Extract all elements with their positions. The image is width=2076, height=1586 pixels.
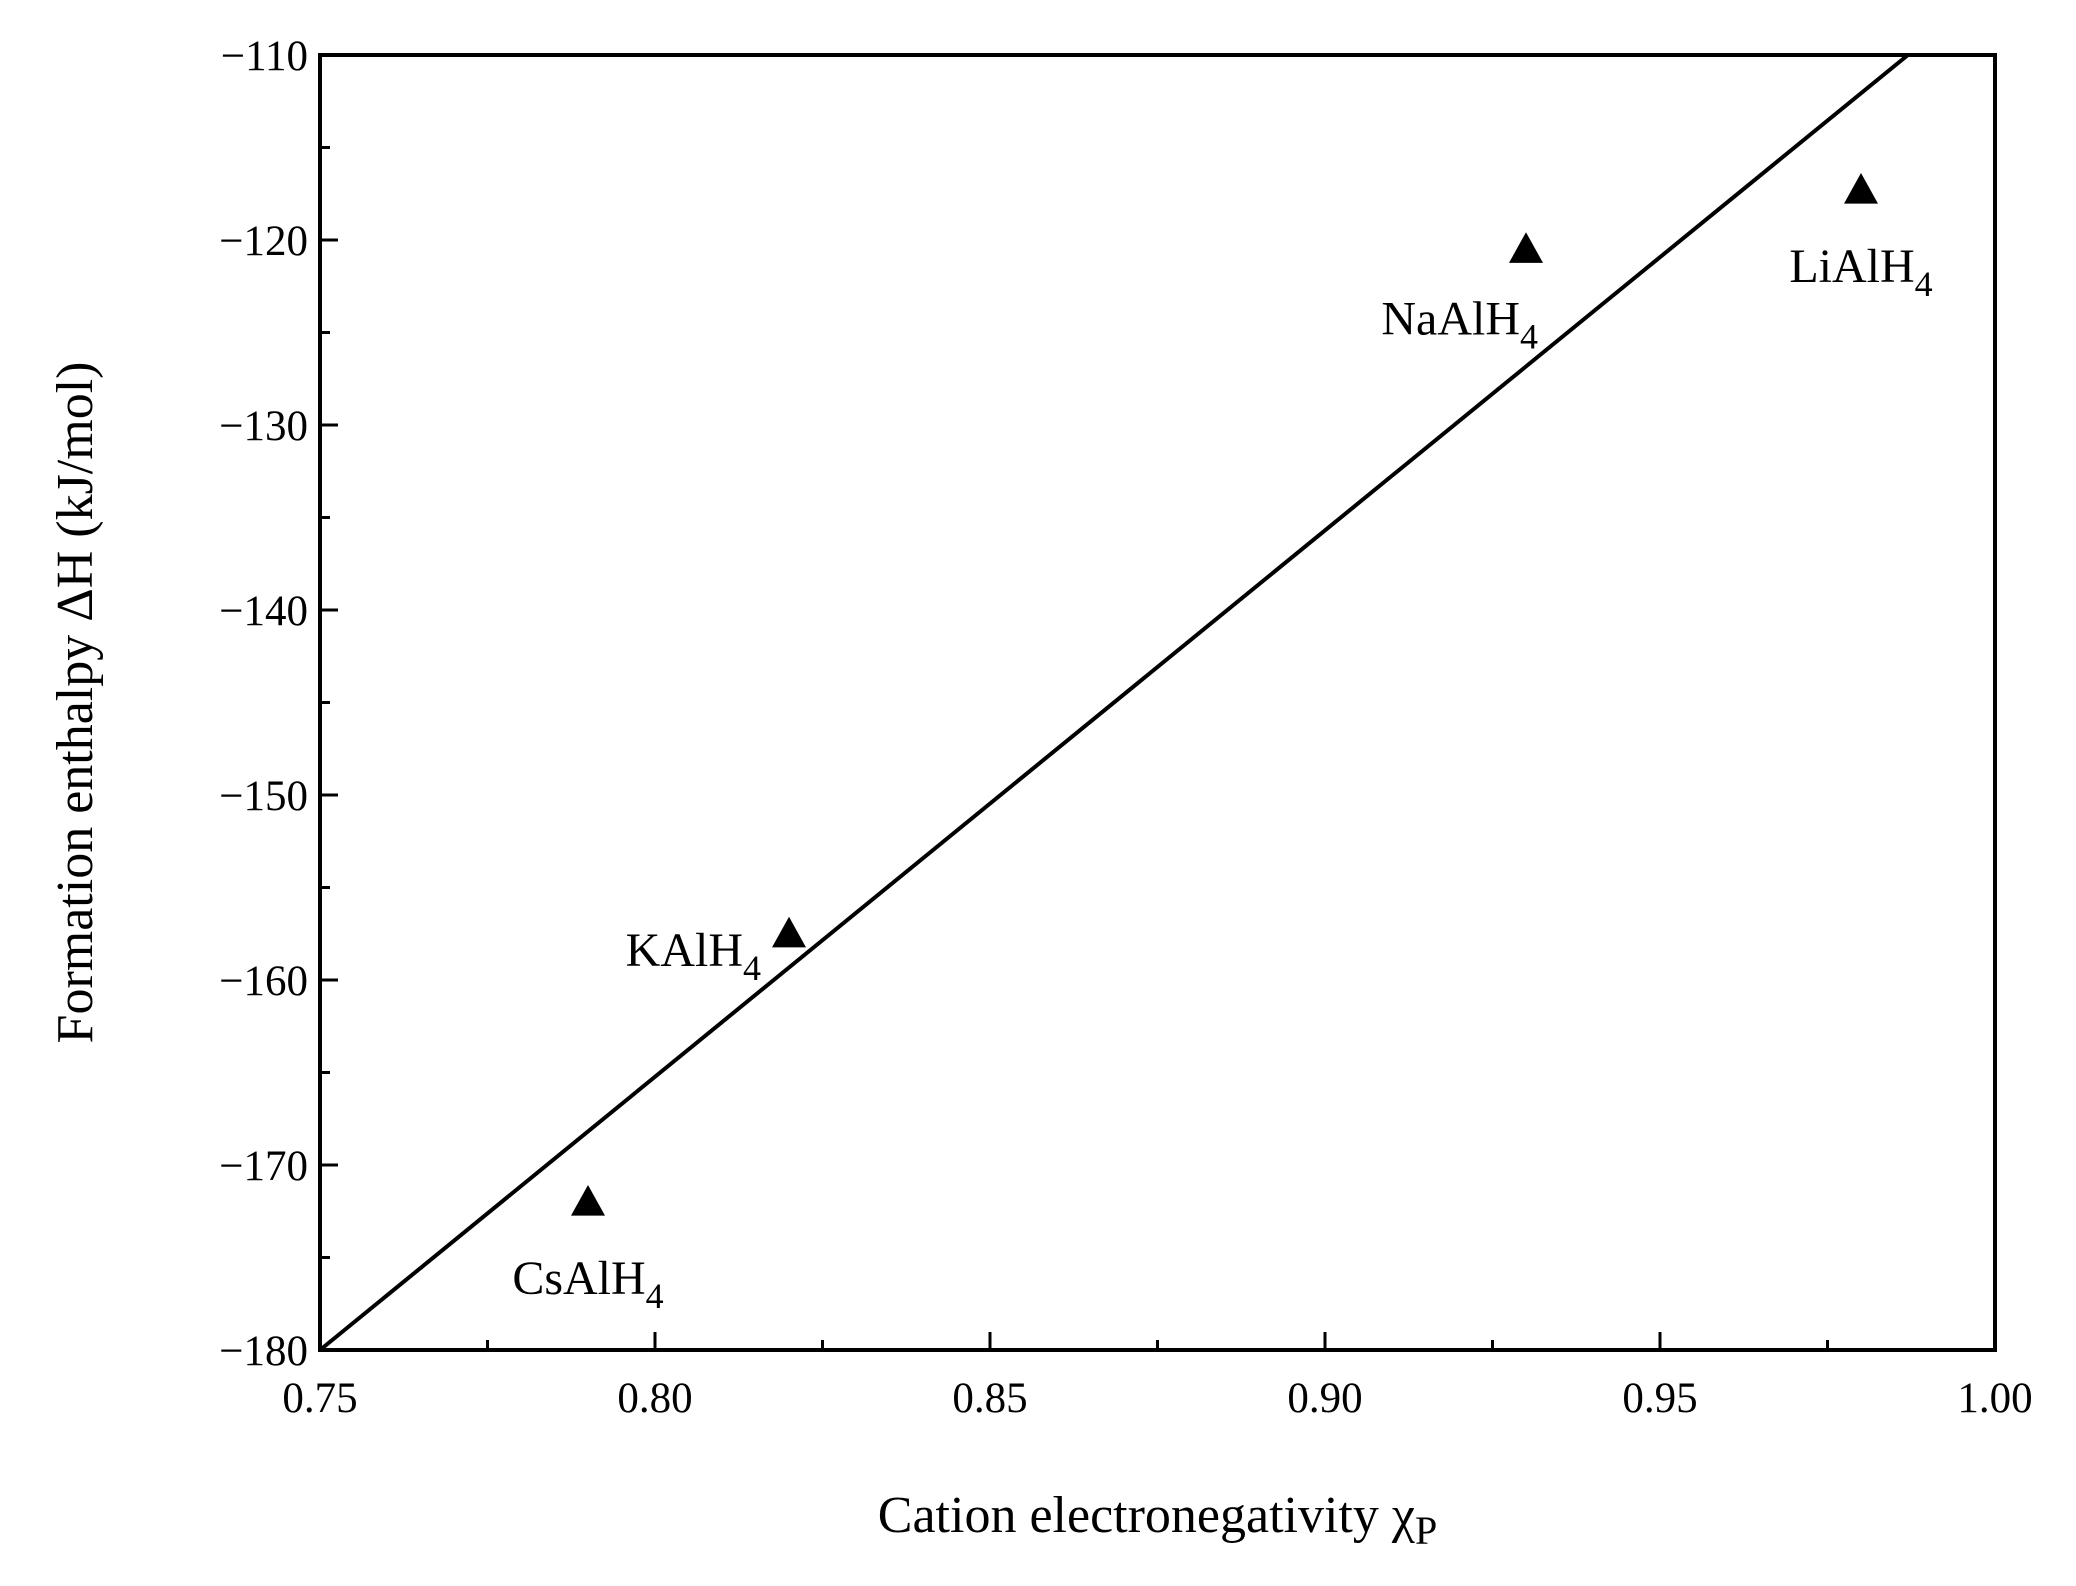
point-label: LiAlH4 xyxy=(1789,240,1932,304)
y-axis-label: Formation enthalpy ΔH (kJ/mol) xyxy=(47,362,104,1044)
y-tick-label: −120 xyxy=(219,218,308,265)
point-label-formula: LiAlH xyxy=(1789,240,1914,293)
y-tick-label: −110 xyxy=(221,33,308,80)
triangle-marker xyxy=(772,916,806,948)
y-tick-label: −160 xyxy=(219,958,308,1005)
fit-line-group xyxy=(318,53,1910,1352)
x-axis-label-main: Cation electronegativity χ xyxy=(878,1487,1415,1544)
y-tick-label: −170 xyxy=(219,1143,308,1190)
point-label-subscript: 4 xyxy=(1915,264,1933,304)
point-label: KAlH4 xyxy=(626,924,761,988)
data-points xyxy=(571,173,1878,1216)
point-label: CsAlH4 xyxy=(512,1252,663,1316)
triangle-marker xyxy=(1844,173,1878,204)
point-label: NaAlH4 xyxy=(1381,292,1538,356)
point-label-formula: KAlH xyxy=(626,924,743,977)
x-tick-label: 0.90 xyxy=(1287,1375,1362,1422)
x-tick-label: 0.75 xyxy=(282,1375,357,1422)
axis-tick-labels: 0.75 0.80 0.85 0.90 0.95 1.00 −180 −170 −160 −150… xyxy=(219,33,2032,1422)
y-tick-label: −130 xyxy=(219,403,308,450)
point-label-subscript: 4 xyxy=(743,948,761,988)
point-label-formula: CsAlH xyxy=(512,1252,645,1305)
x-axis-label: Cation electronegativity χP xyxy=(878,1487,1437,1553)
x-tick-label: 1.00 xyxy=(1957,1375,2032,1422)
point-label-subscript: 4 xyxy=(646,1276,664,1316)
x-axis-label-subscript: P xyxy=(1415,1508,1437,1553)
triangle-marker xyxy=(1509,232,1543,263)
triangle-marker xyxy=(571,1185,605,1216)
x-tick-label: 0.80 xyxy=(617,1375,692,1422)
y-tick-label: −150 xyxy=(219,773,308,820)
y-tick-label: −180 xyxy=(219,1328,308,1375)
fit-line xyxy=(318,53,1910,1352)
y-tick-label: −140 xyxy=(219,588,308,635)
x-tick-label: 0.95 xyxy=(1622,1375,1697,1422)
point-label-subscript: 4 xyxy=(1520,316,1538,356)
x-tick-label: 0.85 xyxy=(952,1375,1027,1422)
point-label-formula: NaAlH xyxy=(1381,292,1520,345)
plot-frame xyxy=(318,53,1997,1352)
